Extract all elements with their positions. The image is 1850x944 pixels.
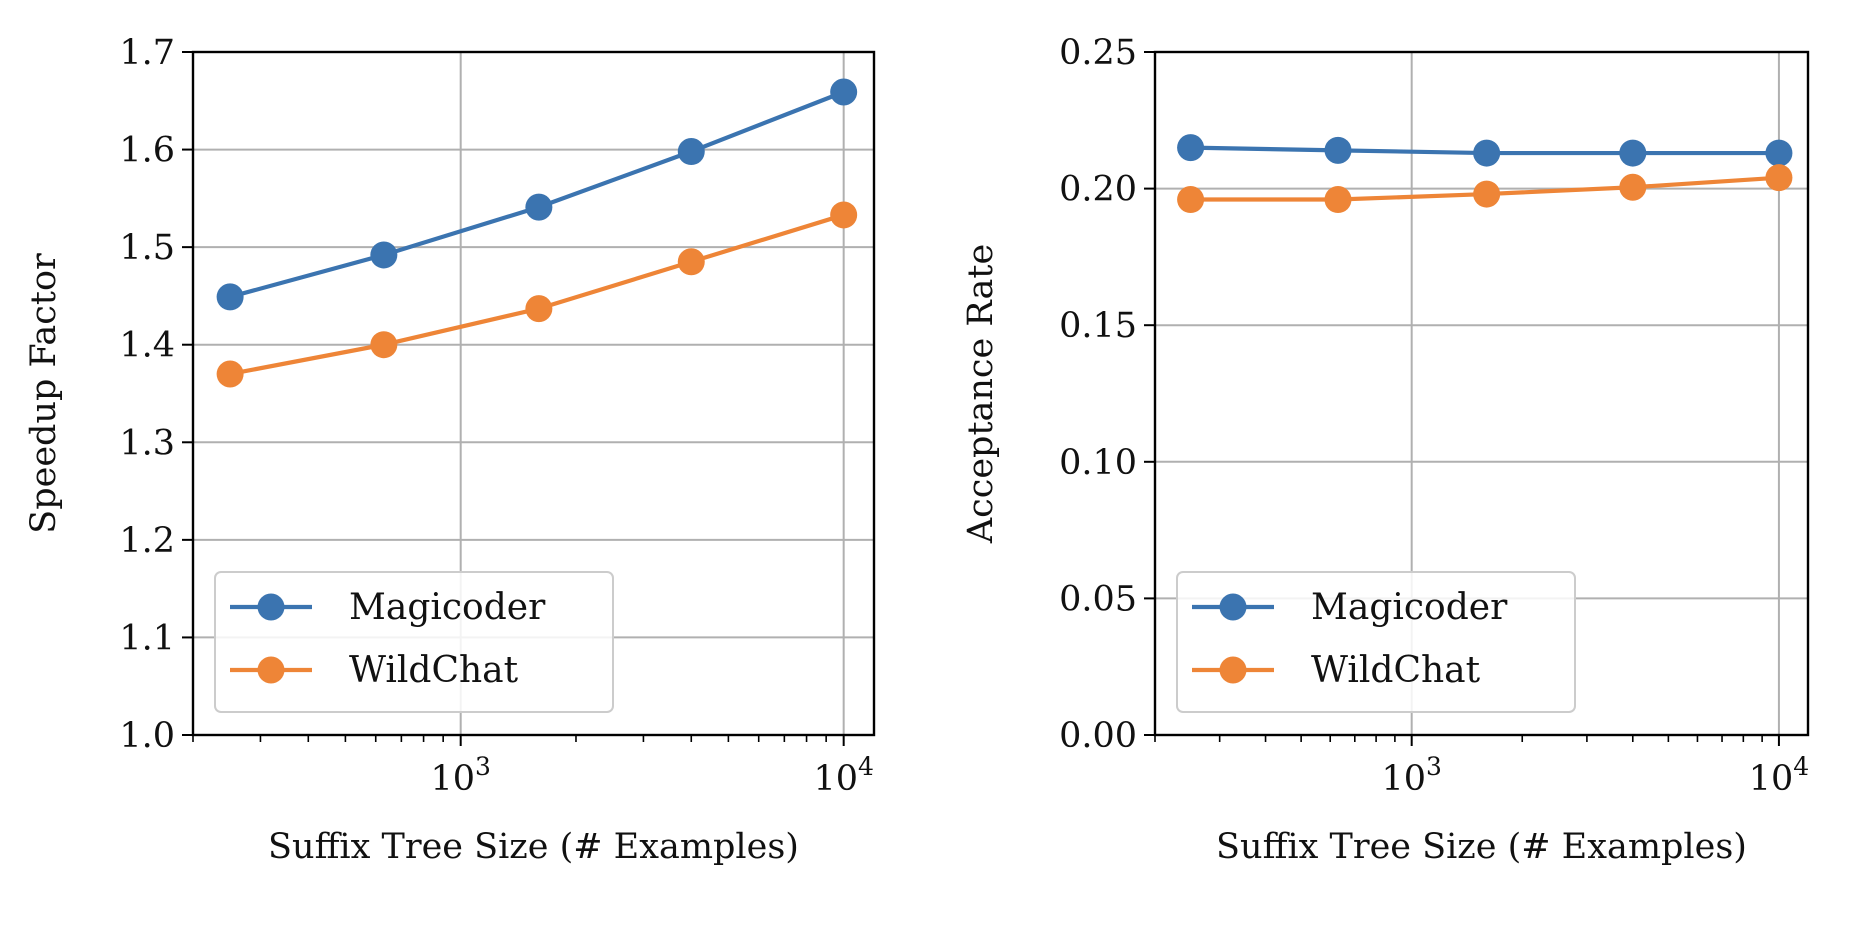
axes-frame bbox=[1153, 50, 1810, 737]
y-tick-label: 0.05 bbox=[1059, 579, 1137, 619]
data-point-magicoder bbox=[677, 138, 705, 166]
data-point-magicoder bbox=[1473, 139, 1501, 167]
legend-label-wildchat: WildChat bbox=[1311, 650, 1481, 691]
x-axis-label: Suffix Tree Size (# Examples) bbox=[268, 827, 799, 867]
x-tick-label: 103 bbox=[430, 752, 490, 799]
y-tick-label: 0.25 bbox=[1059, 33, 1137, 73]
y-tick-label: 1.1 bbox=[119, 618, 175, 658]
legend: Magicoder WildChat bbox=[1176, 571, 1576, 713]
data-point-wildchat bbox=[370, 331, 398, 359]
legend-label-magicoder: Magicoder bbox=[1311, 587, 1508, 628]
x-tick-exponent: 4 bbox=[1793, 752, 1809, 781]
x-tick-base: 10 bbox=[1749, 759, 1794, 799]
data-point-wildchat bbox=[677, 248, 705, 276]
x-axis-label: Suffix Tree Size (# Examples) bbox=[1216, 827, 1747, 867]
data-point-wildchat bbox=[1765, 164, 1793, 192]
legend-marker-wildchat bbox=[1219, 656, 1247, 684]
legend-marker-magicoder bbox=[1219, 593, 1247, 621]
legend-label-magicoder: Magicoder bbox=[349, 587, 546, 628]
y-axis-label: Acceptance Rate bbox=[961, 244, 1001, 544]
data-point-magicoder bbox=[1765, 139, 1793, 167]
data-point-magicoder bbox=[1619, 139, 1647, 167]
data-point-magicoder bbox=[216, 283, 244, 311]
y-tick-label: 1.2 bbox=[119, 521, 175, 561]
data-point-wildchat bbox=[1177, 186, 1205, 214]
legend-label-wildchat: WildChat bbox=[349, 650, 519, 691]
x-tick-exponent: 4 bbox=[858, 752, 874, 781]
x-tick-base: 10 bbox=[1381, 759, 1426, 799]
y-tick-label: 0.15 bbox=[1059, 306, 1137, 346]
data-point-wildchat bbox=[830, 201, 858, 229]
series-line-wildchat bbox=[229, 212, 845, 377]
data-point-magicoder bbox=[525, 193, 553, 221]
legend-marker-wildchat bbox=[257, 656, 285, 684]
x-tick-base: 10 bbox=[813, 759, 858, 799]
y-tick-label: 1.4 bbox=[119, 326, 175, 366]
data-point-wildchat bbox=[1473, 180, 1501, 208]
x-tick-label: 104 bbox=[813, 752, 873, 799]
data-point-magicoder bbox=[830, 78, 858, 106]
data-point-magicoder bbox=[370, 241, 398, 269]
legend-box bbox=[214, 571, 614, 713]
data-point-wildchat bbox=[525, 295, 553, 323]
x-tick-label: 104 bbox=[1749, 752, 1809, 799]
y-tick-label: 1.3 bbox=[119, 423, 175, 463]
y-tick-label: 1.0 bbox=[119, 716, 175, 756]
data-point-magicoder bbox=[1177, 134, 1205, 162]
y-tick-label: 0.10 bbox=[1059, 443, 1137, 483]
data-point-wildchat bbox=[1619, 173, 1647, 201]
x-tick-exponent: 3 bbox=[1426, 752, 1442, 781]
y-tick-label: 0.00 bbox=[1059, 716, 1137, 756]
legend: Magicoder WildChat bbox=[214, 571, 614, 713]
legend-marker-magicoder bbox=[257, 593, 285, 621]
x-tick-exponent: 3 bbox=[475, 752, 491, 781]
x-tick-label: 103 bbox=[1381, 752, 1441, 799]
y-axis-label: Speedup Factor bbox=[24, 253, 64, 534]
legend-box bbox=[1176, 571, 1576, 713]
data-point-wildchat bbox=[1324, 186, 1352, 214]
y-tick-label: 0.20 bbox=[1059, 170, 1137, 210]
axes-frame bbox=[191, 50, 876, 737]
y-tick-label: 1.5 bbox=[119, 228, 175, 268]
y-tick-label: 1.7 bbox=[119, 33, 175, 73]
data-point-wildchat bbox=[216, 360, 244, 388]
data-point-magicoder bbox=[1324, 136, 1352, 164]
x-tick-base: 10 bbox=[430, 759, 475, 799]
y-tick-label: 1.6 bbox=[119, 131, 175, 171]
